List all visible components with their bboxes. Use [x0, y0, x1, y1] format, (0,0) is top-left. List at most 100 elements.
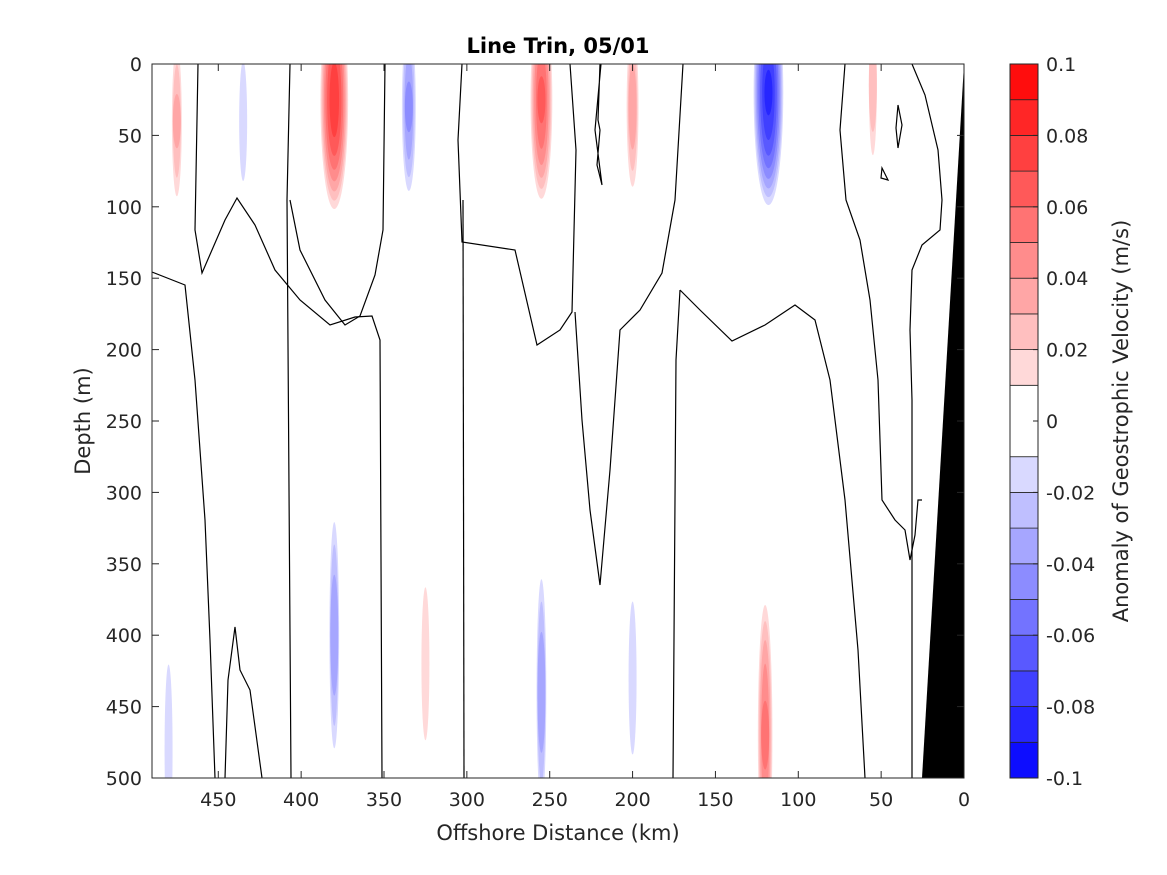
y-tick-label: 300 — [106, 482, 142, 504]
x-tick-label: 50 — [869, 789, 893, 811]
contour-band — [764, 69, 773, 116]
contour-band — [330, 574, 339, 696]
x-tick-label: 300 — [449, 789, 485, 811]
colorbar-band — [1009, 456, 1039, 493]
zero-contour — [194, 64, 383, 778]
zero-contour — [679, 289, 866, 778]
velocity-core-pos — [626, 64, 639, 187]
colorbar-band — [1009, 706, 1039, 743]
colorbar-band — [1009, 99, 1039, 136]
zero-contour — [672, 289, 681, 778]
y-axis-label: Depth (m) — [71, 367, 95, 474]
colorbar-tick-label: -0.08 — [1046, 697, 1095, 719]
zero-contour — [839, 64, 922, 561]
y-tick-label: 450 — [106, 697, 142, 719]
zero-contour — [895, 104, 903, 149]
colorbar-band — [1009, 491, 1039, 529]
zero-contour — [289, 64, 386, 326]
y-tick-label: 150 — [106, 268, 142, 290]
zero-contour — [457, 64, 577, 346]
velocity-field — [164, 64, 877, 778]
velocity-core-pos — [171, 64, 182, 197]
plot-area — [151, 63, 965, 779]
x-tick-label: 150 — [697, 789, 733, 811]
colorbar: 0.1 0.08 0.06 0.04 0.02 0 -0.02 -0.04 -0.06 -0.08… — [1009, 54, 1095, 790]
y-axis: 0 50 100 150 200 250 300 350 400 450 500 — [106, 54, 964, 790]
x-tick-label: 450 — [200, 789, 236, 811]
colorbar-tick-label: 0.08 — [1046, 125, 1088, 147]
y-tick-label: 350 — [106, 554, 142, 576]
contour-band — [628, 64, 637, 150]
zero-contour-lines — [152, 64, 943, 778]
velocity-core-neg — [628, 601, 637, 755]
x-tick-label: 100 — [780, 789, 816, 811]
chart-title: Line Trin, 05/01 — [466, 34, 649, 58]
zero-contour — [594, 64, 603, 186]
colorbar-tick-label: -0.04 — [1046, 554, 1095, 576]
velocity-core-neg — [401, 64, 416, 191]
zero-contour — [224, 626, 263, 778]
velocity-core-pos — [320, 64, 349, 209]
colorbar-tick-label: -0.02 — [1046, 482, 1095, 504]
x-tick-label: 400 — [283, 789, 319, 811]
colorbar-tick-label: -0.1 — [1046, 768, 1083, 790]
y-tick-label: 250 — [106, 411, 142, 433]
contour-band — [868, 64, 877, 132]
velocity-core-pos — [421, 587, 430, 741]
velocity-core-neg — [239, 64, 248, 182]
colorbar-band — [1009, 206, 1039, 243]
contour-band — [628, 601, 637, 755]
y-tick-label: 50 — [118, 125, 142, 147]
velocity-core-pos — [757, 605, 773, 778]
colorbar-band — [1009, 313, 1039, 350]
x-tick-label: 350 — [366, 789, 402, 811]
y-tick-label: 100 — [106, 197, 142, 219]
colorbar-band — [1009, 63, 1039, 101]
y-tick-label: 400 — [106, 625, 142, 647]
velocity-core-pos — [868, 64, 877, 156]
colorbar-tick-label: 0 — [1046, 411, 1058, 433]
contour-band — [537, 631, 546, 753]
zero-contour — [880, 165, 890, 181]
colorbar-tick-label: 0.04 — [1046, 268, 1088, 290]
x-tick-label: 0 — [958, 789, 970, 811]
colorbar-band — [1009, 349, 1039, 386]
colorbar-band — [1009, 634, 1039, 672]
zero-contour — [462, 199, 465, 778]
contour-band — [537, 76, 546, 124]
y-tick-label: 200 — [106, 340, 142, 362]
contour-band — [329, 64, 340, 138]
colorbar-tick-label: 0.02 — [1046, 340, 1088, 362]
x-axis-label: Offshore Distance (km) — [436, 821, 679, 845]
colorbar-band — [1009, 170, 1039, 208]
x-tick-label: 200 — [614, 789, 650, 811]
colorbar-tick-label: 0.1 — [1046, 54, 1076, 76]
colorbar-band — [1009, 599, 1039, 636]
zero-contour — [286, 64, 292, 778]
x-tick-label: 250 — [532, 789, 568, 811]
velocity-core-neg — [164, 664, 173, 778]
contour-band — [172, 93, 181, 149]
colorbar-band — [1009, 242, 1039, 279]
y-tick-label: 500 — [106, 768, 142, 790]
contour-band — [761, 700, 770, 770]
zero-contour — [152, 271, 216, 778]
contour-band — [404, 81, 413, 133]
bathymetry-mask — [922, 64, 964, 778]
colorbar-band — [1009, 563, 1039, 600]
velocity-core-neg — [536, 579, 547, 778]
zero-contour — [909, 64, 943, 778]
colorbar-tick-label: 0.06 — [1046, 197, 1088, 219]
contour-band — [164, 664, 173, 778]
velocity-core-neg — [753, 64, 784, 206]
contour-band — [239, 64, 248, 182]
contour-band — [421, 587, 430, 741]
colorbar-band — [1009, 741, 1039, 779]
velocity-core-pos — [530, 64, 553, 199]
y-tick-label: 0 — [130, 54, 142, 76]
colorbar-label: Anomaly of Geostrophic Velocity (m/s) — [1109, 220, 1133, 623]
colorbar-band — [1009, 134, 1039, 172]
x-axis: 450 400 350 300 250 200 150 100 50 0 — [200, 64, 970, 811]
colorbar-band — [1009, 670, 1039, 708]
